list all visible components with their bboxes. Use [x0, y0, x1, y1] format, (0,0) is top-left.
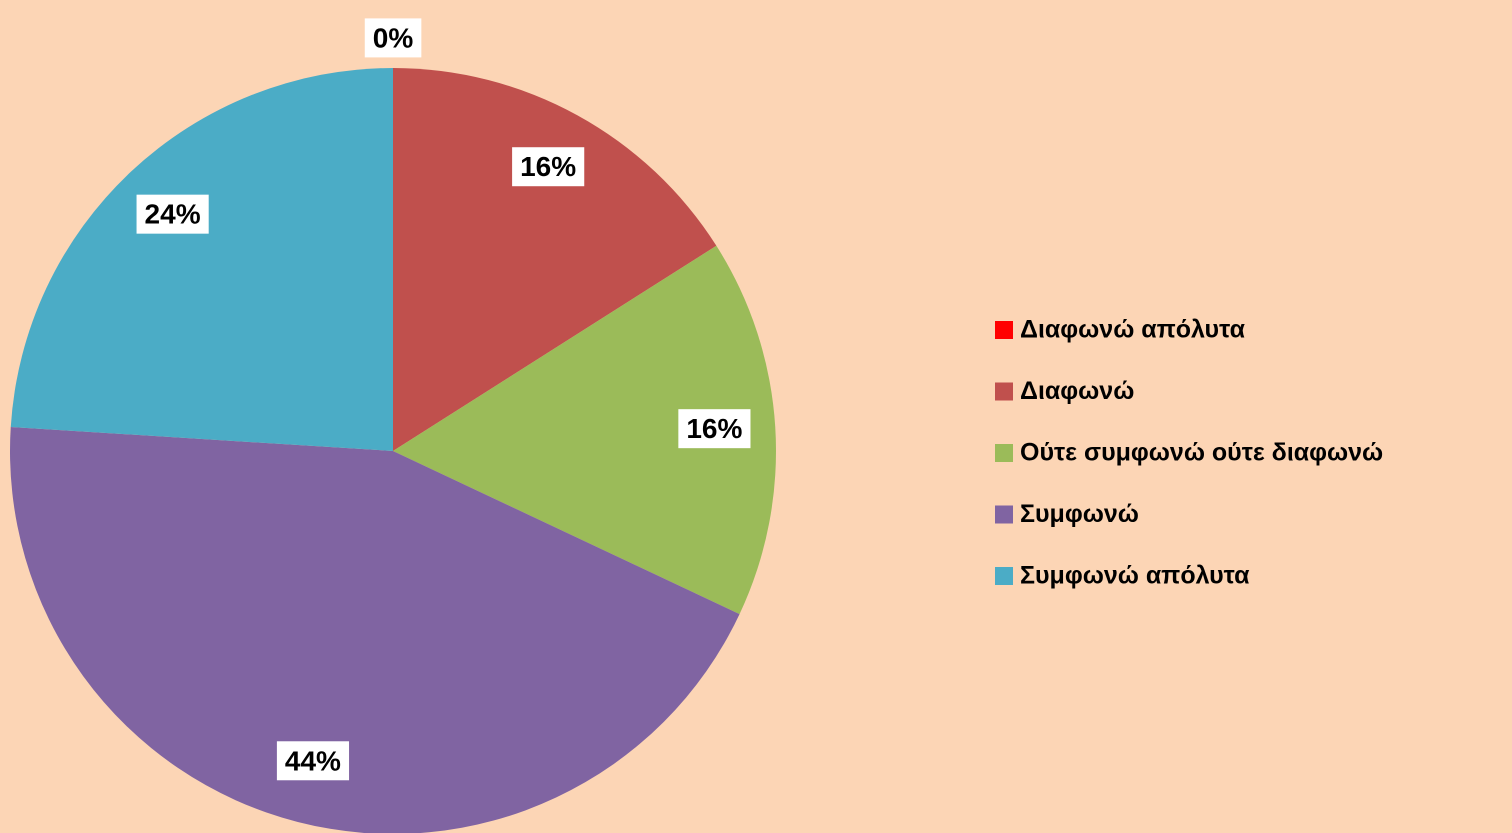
- pie-slice: [10, 68, 393, 451]
- pie-slice: [10, 426, 740, 833]
- legend-swatch: [995, 444, 1013, 462]
- data-label-box: [276, 741, 350, 781]
- data-label-box: [364, 18, 422, 58]
- data-label: 44%: [285, 745, 341, 776]
- data-label-box: [512, 147, 585, 187]
- legend-label: Διαφωνώ: [1020, 377, 1134, 405]
- legend-label: Ούτε συμφωνώ ούτε διαφωνώ: [1020, 439, 1383, 467]
- data-label-box: [678, 409, 751, 449]
- legend-label: Διαφωνώ απόλυτα: [1020, 316, 1246, 344]
- legend-label: Συμφωνώ: [1020, 500, 1139, 528]
- legend-swatch: [995, 505, 1013, 524]
- pie-slice: [393, 245, 776, 615]
- pie-slice: [393, 68, 717, 451]
- legend-swatch: [995, 567, 1013, 585]
- data-label: 16%: [686, 413, 742, 444]
- data-label-box: [136, 194, 209, 234]
- data-label: 24%: [145, 199, 201, 230]
- data-label: 16%: [520, 151, 576, 182]
- legend-label: Συμφωνώ απόλυτα: [1020, 562, 1250, 590]
- legend-swatch: [995, 382, 1013, 401]
- legend-swatch: [995, 321, 1013, 339]
- data-label: 0%: [373, 22, 414, 53]
